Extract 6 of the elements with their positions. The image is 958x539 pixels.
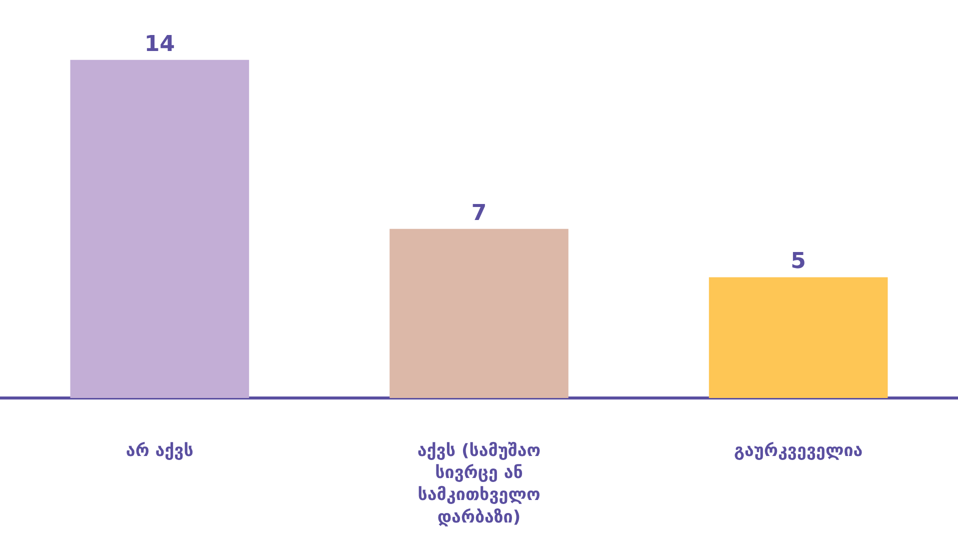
x-tick-label: გაურკვეველია: [734, 441, 863, 461]
x-tick-label: არ აქვს: [126, 441, 194, 461]
data-label: 5: [790, 249, 806, 274]
x-tick-label: აქვს (სამუშაო სივრცე ან სამკითხველო დარბაზი): [417, 441, 541, 528]
data-label: 14: [144, 32, 175, 57]
data-label: 7: [471, 200, 487, 226]
